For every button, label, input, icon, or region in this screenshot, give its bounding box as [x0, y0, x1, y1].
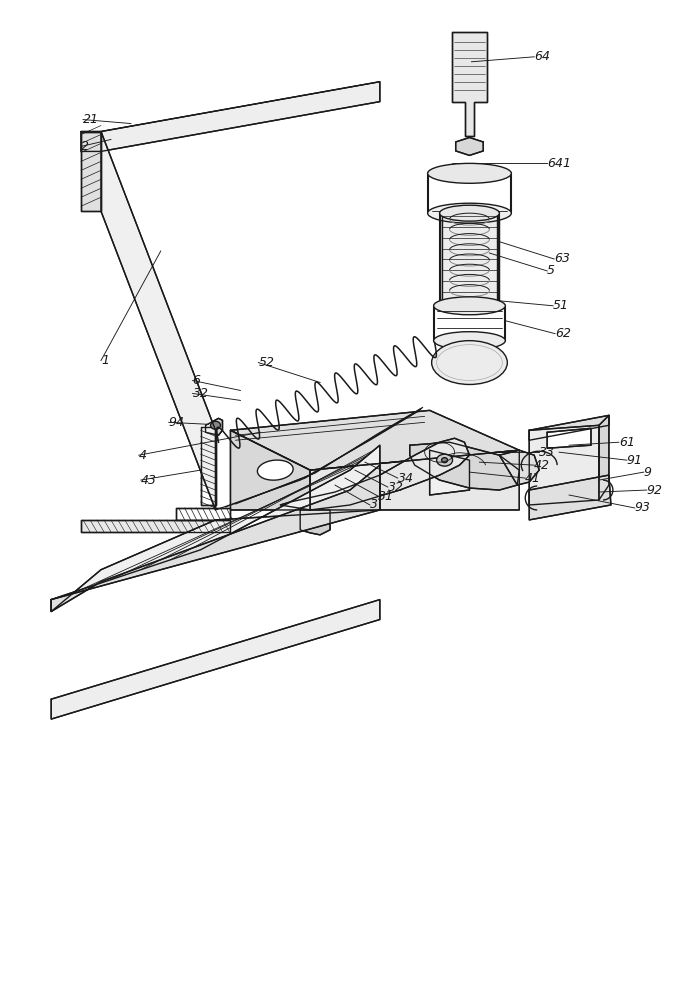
- Polygon shape: [51, 465, 380, 612]
- Text: 63: 63: [554, 252, 570, 265]
- Text: 6: 6: [193, 374, 200, 387]
- Polygon shape: [81, 132, 101, 211]
- Polygon shape: [200, 427, 215, 505]
- Text: 2: 2: [81, 140, 89, 153]
- Polygon shape: [300, 510, 330, 535]
- Ellipse shape: [434, 332, 505, 350]
- Polygon shape: [231, 430, 310, 510]
- Text: 42: 42: [534, 459, 550, 472]
- Ellipse shape: [436, 454, 453, 466]
- Polygon shape: [51, 600, 380, 719]
- Polygon shape: [51, 445, 380, 612]
- Polygon shape: [81, 82, 380, 151]
- Polygon shape: [547, 428, 591, 448]
- Text: 52: 52: [259, 356, 274, 369]
- Text: 62: 62: [555, 327, 571, 340]
- Text: 51: 51: [553, 299, 569, 312]
- Text: 43: 43: [141, 474, 157, 487]
- Ellipse shape: [442, 458, 447, 463]
- Polygon shape: [529, 425, 599, 505]
- Text: 32: 32: [388, 481, 404, 494]
- Polygon shape: [280, 438, 469, 510]
- Text: 92: 92: [647, 484, 663, 497]
- Ellipse shape: [428, 203, 512, 223]
- Text: 21: 21: [83, 113, 99, 126]
- Ellipse shape: [440, 205, 499, 221]
- Text: 3: 3: [370, 498, 378, 511]
- Ellipse shape: [257, 460, 293, 480]
- Ellipse shape: [428, 163, 512, 183]
- Text: 641: 641: [547, 157, 571, 170]
- Polygon shape: [310, 450, 519, 510]
- Polygon shape: [231, 410, 519, 470]
- Polygon shape: [451, 32, 488, 136]
- Text: 93: 93: [635, 501, 650, 514]
- Ellipse shape: [434, 297, 505, 315]
- Text: 34: 34: [398, 472, 414, 485]
- Polygon shape: [410, 442, 519, 490]
- Ellipse shape: [432, 341, 508, 384]
- Text: 4: 4: [139, 449, 147, 462]
- Text: 91: 91: [627, 454, 643, 467]
- Polygon shape: [81, 520, 231, 532]
- Text: 94: 94: [169, 416, 185, 429]
- Polygon shape: [101, 132, 215, 510]
- Text: 1: 1: [101, 354, 109, 367]
- Text: 5: 5: [547, 264, 555, 277]
- Polygon shape: [430, 450, 469, 495]
- Polygon shape: [529, 475, 611, 520]
- Polygon shape: [206, 418, 222, 435]
- Polygon shape: [529, 415, 609, 440]
- Polygon shape: [499, 450, 539, 485]
- Polygon shape: [176, 508, 231, 520]
- Text: 32: 32: [193, 387, 209, 400]
- Text: 9: 9: [644, 466, 652, 479]
- Text: 31: 31: [378, 490, 394, 503]
- Polygon shape: [599, 415, 609, 500]
- Polygon shape: [456, 137, 484, 155]
- Text: 61: 61: [619, 436, 635, 449]
- Polygon shape: [440, 213, 499, 306]
- Text: 33: 33: [539, 446, 555, 459]
- Ellipse shape: [211, 421, 220, 429]
- Text: 41: 41: [525, 472, 541, 485]
- Text: 64: 64: [534, 50, 550, 63]
